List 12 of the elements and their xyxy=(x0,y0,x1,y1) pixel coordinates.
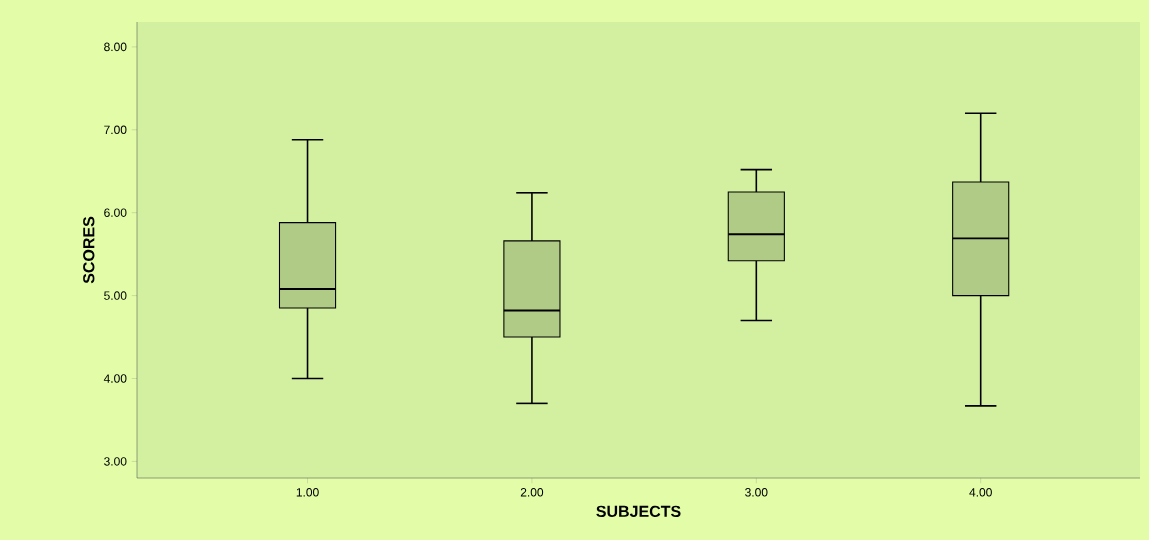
y-tick-label: 8.00 xyxy=(104,42,127,52)
y-tick-label: 5.00 xyxy=(104,291,127,300)
x-axis-title: SUBJECTS xyxy=(596,505,681,518)
y-tick-label: 7.00 xyxy=(104,125,127,135)
x-tick-label: 4.00 xyxy=(969,488,992,497)
y-axis-title: SCORES xyxy=(83,216,95,284)
x-tick-label: 2.00 xyxy=(520,488,544,497)
y-tick-label: 3.00 xyxy=(104,457,127,466)
y-tick-label: 6.00 xyxy=(104,208,127,217)
x-tick-label: 3.00 xyxy=(745,488,768,497)
x-tick-label: 1.00 xyxy=(296,488,319,497)
y-tick-label: 4.00 xyxy=(103,374,127,383)
